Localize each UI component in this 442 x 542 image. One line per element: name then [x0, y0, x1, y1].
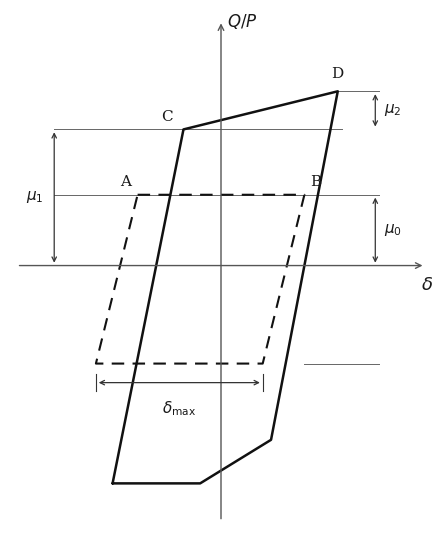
Text: C: C — [161, 110, 173, 124]
Text: $\mu_1$: $\mu_1$ — [26, 190, 44, 205]
Text: $\delta_{\max}$: $\delta_{\max}$ — [162, 399, 196, 418]
Text: $\mu_2$: $\mu_2$ — [384, 102, 401, 118]
Text: $Q/P$: $Q/P$ — [227, 12, 258, 31]
Text: A: A — [120, 175, 131, 189]
Text: $\mu_0$: $\mu_0$ — [384, 222, 402, 238]
Text: B: B — [311, 175, 322, 189]
Text: $\delta$: $\delta$ — [421, 276, 434, 294]
Text: D: D — [332, 68, 344, 81]
